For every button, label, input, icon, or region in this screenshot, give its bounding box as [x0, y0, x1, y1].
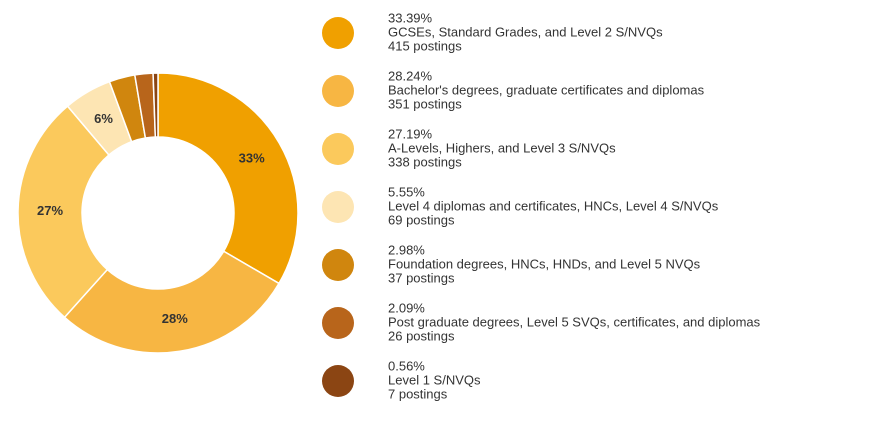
slice	[157, 72, 299, 285]
legend-label: A-Levels, Highers, and Level 3 S/NVQs	[388, 140, 616, 155]
legend-percent: 5.55%	[388, 184, 425, 199]
legend-count: 37 postings	[388, 270, 455, 285]
legend-count: 338 postings	[388, 154, 462, 169]
slice	[63, 250, 281, 354]
legend-count: 351 postings	[388, 96, 462, 111]
legend-count: 415 postings	[388, 38, 462, 53]
legend-percent: 28.24%	[388, 68, 433, 83]
legend-label: Level 4 diplomas and certificates, HNCs,…	[388, 198, 719, 213]
slice-label: 27%	[37, 203, 63, 218]
legend-label: Post graduate degrees, Level 5 SVQs, cer…	[388, 314, 761, 329]
legend-label: GCSEs, Standard Grades, and Level 2 S/NV…	[388, 24, 663, 39]
slice-label: 6%	[94, 111, 113, 126]
legend-count: 7 postings	[388, 386, 448, 401]
legend-percent: 2.98%	[388, 242, 425, 257]
legend-percent: 27.19%	[388, 126, 433, 141]
slice	[152, 72, 159, 138]
legend-percent: 33.39%	[388, 10, 433, 25]
legend-count: 26 postings	[388, 328, 455, 343]
slice	[17, 105, 110, 319]
legend-swatch	[322, 133, 354, 165]
legend-label: Bachelor's degrees, graduate certificate…	[388, 82, 705, 97]
legend-swatch	[322, 17, 354, 49]
legend-percent: 2.09%	[388, 300, 425, 315]
legend-swatch	[322, 249, 354, 281]
legend-swatch	[322, 191, 354, 223]
legend-count: 69 postings	[388, 212, 455, 227]
legend-percent: 0.56%	[388, 358, 425, 373]
slice-label: 33%	[239, 151, 265, 166]
legend-swatch	[322, 365, 354, 397]
legend-swatch	[322, 75, 354, 107]
slice-label: 28%	[162, 311, 188, 326]
legend-label: Level 1 S/NVQs	[388, 372, 481, 387]
legend-label: Foundation degrees, HNCs, HNDs, and Leve…	[388, 256, 701, 271]
legend-swatch	[322, 307, 354, 339]
